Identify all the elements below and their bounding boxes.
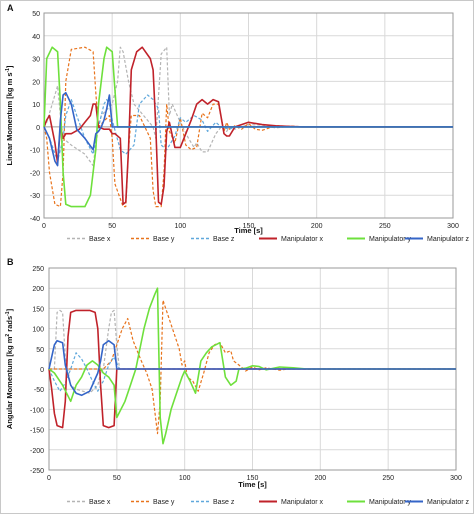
y-tick-label: -20 <box>30 170 40 177</box>
legend-label: Manipulator x <box>281 236 324 243</box>
y-tick-label: -50 <box>34 387 44 394</box>
legend: Base x Base y Base z Manipulator x Manipulat… <box>67 499 470 506</box>
y-tick-label: -100 <box>30 407 44 414</box>
y-axis-label-part: ] <box>5 308 14 311</box>
x-tick-label: 50 <box>113 475 121 482</box>
x-tick-label: 0 <box>47 475 51 482</box>
y-tick-label: 250 <box>32 266 44 273</box>
y-axis-label: Linear Momentum [kg m s-1] <box>5 65 14 165</box>
panel-label: B <box>7 257 14 267</box>
y-axis-label-part: ] <box>5 65 14 68</box>
chart-panel-b: -250 -200 -150 -100 -50 0 50 100 150 200 250 0 50 100… <box>5 257 470 506</box>
y-tick-label: 200 <box>32 286 44 293</box>
y-tick-label: 50 <box>36 347 44 354</box>
x-tick-label: 300 <box>447 223 459 230</box>
y-tick-label: 40 <box>32 34 40 41</box>
y-axis-label-part: Linear Momentum [kg m s <box>5 73 14 166</box>
x-tick-label: 100 <box>179 475 191 482</box>
legend-label: Manipulator y <box>369 236 412 243</box>
series-line-base-y <box>49 299 456 435</box>
series-line-manipulator-y <box>48 287 456 445</box>
panel-label: A <box>7 3 14 13</box>
y-tick-label: -200 <box>30 448 44 455</box>
x-tick-label: 300 <box>450 475 462 482</box>
y-axis-label-part: 2 <box>5 334 11 337</box>
y-axis-label-part: rads <box>5 316 14 334</box>
x-tick-label: 150 <box>247 475 259 482</box>
x-axis-label: Time [s] <box>234 226 263 235</box>
x-tick-label: 250 <box>379 223 391 230</box>
y-axis-label-part: Angular Momentum [kg m <box>5 336 14 429</box>
y-tick-label: 100 <box>32 327 44 334</box>
legend-label: Manipulator y <box>369 499 412 506</box>
x-tick-label: 200 <box>311 223 323 230</box>
series-line-manipulator-z <box>48 339 456 397</box>
y-tick-label: 0 <box>40 367 44 374</box>
y-tick-label: -10 <box>30 148 40 155</box>
series-line-manipulator-z <box>43 91 453 167</box>
x-tick-label: 150 <box>243 223 255 230</box>
legend-label: Base z <box>213 499 235 506</box>
legend-label: Base x <box>89 236 111 243</box>
legend-label: Base y <box>153 499 175 506</box>
legend-label: Base y <box>153 236 175 243</box>
legend-label: Manipulator x <box>281 499 324 506</box>
y-tick-label: 150 <box>32 306 44 313</box>
y-tick-label: 30 <box>32 57 40 64</box>
y-tick-label: 20 <box>32 79 40 86</box>
x-tick-label: 250 <box>382 475 394 482</box>
legend-label: Manipulator z <box>427 236 470 243</box>
y-tick-label: -40 <box>30 216 40 223</box>
y-axis-label-part: -1 <box>5 311 11 316</box>
y-tick-label: 0 <box>36 125 40 132</box>
y-axis-label-part: -1 <box>5 68 11 73</box>
chart-panel-a: -40 -30 -20 -10 0 10 20 30 40 50 0 50 100 150 200 250 30… <box>5 3 470 243</box>
legend-label: Base x <box>89 499 111 506</box>
x-tick-label: 200 <box>314 475 326 482</box>
y-tick-label: 10 <box>32 102 40 109</box>
y-tick-label: -150 <box>30 428 44 435</box>
y-tick-label: -30 <box>30 193 40 200</box>
x-tick-label: 100 <box>174 223 186 230</box>
y-axis-label: Angular Momentum [kg m2 rads-1] <box>5 308 14 429</box>
series-line-base-x <box>43 46 453 167</box>
legend-label: Manipulator z <box>427 499 470 506</box>
series-line-base-z <box>43 94 453 162</box>
y-tick-label: -250 <box>30 468 44 475</box>
series-line-base-y <box>43 46 453 208</box>
x-tick-label: 0 <box>42 223 46 230</box>
x-axis-label: Time [s] <box>238 480 267 489</box>
x-tick-label: 50 <box>108 223 116 230</box>
legend: Base x Base y Base z Manipulator x Manipulat… <box>67 236 470 243</box>
y-tick-label: 50 <box>32 11 40 18</box>
legend-label: Base z <box>213 236 235 243</box>
